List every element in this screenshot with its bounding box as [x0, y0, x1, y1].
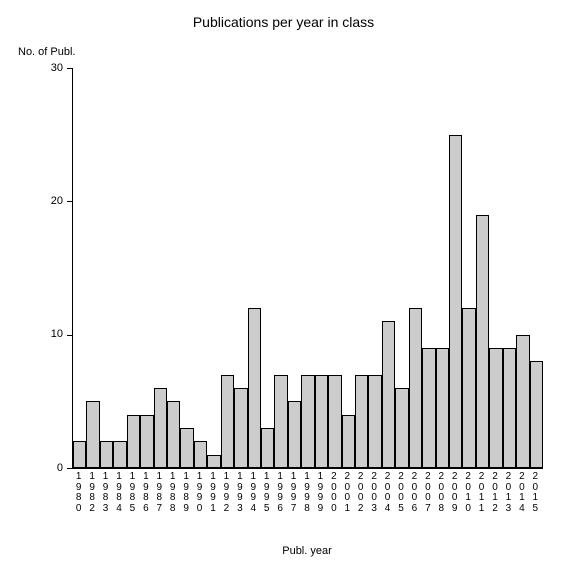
x-tick-label: 2000 [327, 472, 340, 514]
bar [355, 375, 368, 468]
bar [382, 321, 395, 468]
x-tick-label: 2006 [408, 472, 421, 514]
bar [342, 415, 355, 468]
x-tick-label: 1987 [153, 472, 166, 514]
x-tick-label: 1980 [72, 472, 85, 514]
x-tick-label: 1982 [85, 472, 98, 514]
x-tick-label: 2009 [448, 472, 461, 514]
bar [503, 348, 516, 468]
x-tick-label: 2011 [475, 472, 488, 514]
bar [436, 348, 449, 468]
y-tick [67, 68, 72, 69]
x-axis-label: Publ. year [72, 545, 542, 557]
bar [301, 375, 314, 468]
bar [516, 335, 529, 468]
y-tick [67, 468, 72, 469]
bar [368, 375, 381, 468]
x-tick-label: 2001 [341, 472, 354, 514]
x-tick-label: 2003 [367, 472, 380, 514]
x-tick-label: 2010 [461, 472, 474, 514]
x-tick-label: 1994 [247, 472, 260, 514]
x-tick-label: 2005 [394, 472, 407, 514]
x-tick-label: 1983 [99, 472, 112, 514]
x-tick-label: 1992 [220, 472, 233, 514]
x-tick-label: 1985 [126, 472, 139, 514]
bar [194, 441, 207, 468]
x-tick-label: 1998 [300, 472, 313, 514]
x-tick-label: 2012 [488, 472, 501, 514]
bar [530, 361, 543, 468]
y-tick-label: 10 [33, 328, 63, 340]
bar [248, 308, 261, 468]
bar [140, 415, 153, 468]
chart-canvas: Publications per year in class No. of Pu… [0, 0, 567, 567]
x-tick-label: 2013 [502, 472, 515, 514]
x-tick-label: 1991 [206, 472, 219, 514]
bar [113, 441, 126, 468]
x-tick-label: 1988 [166, 472, 179, 514]
bar [449, 135, 462, 468]
bar [73, 441, 86, 468]
y-tick [67, 335, 72, 336]
x-tick-label: 1984 [112, 472, 125, 514]
bar [395, 388, 408, 468]
y-tick [67, 201, 72, 202]
bar [167, 401, 180, 468]
x-tick-label: 2008 [435, 472, 448, 514]
bar [462, 308, 475, 468]
bar [489, 348, 502, 468]
y-axis-label: No. of Publ. [18, 46, 75, 58]
x-tick-label: 2004 [381, 472, 394, 514]
bar [422, 348, 435, 468]
bar [476, 215, 489, 468]
bar [127, 415, 140, 468]
x-tick-label: 1997 [287, 472, 300, 514]
bar [234, 388, 247, 468]
y-tick-label: 0 [33, 462, 63, 474]
x-tick-label: 2014 [515, 472, 528, 514]
x-tick-label: 2015 [529, 472, 542, 514]
y-tick-label: 20 [33, 195, 63, 207]
x-tick-label: 1995 [260, 472, 273, 514]
x-tick-label: 1990 [193, 472, 206, 514]
bar [328, 375, 341, 468]
y-tick-label: 30 [33, 62, 63, 74]
bar [180, 428, 193, 468]
bar [274, 375, 287, 468]
x-tick-label: 1996 [273, 472, 286, 514]
x-tick-label: 1999 [314, 472, 327, 514]
bar [100, 441, 113, 468]
x-tick-label: 2007 [421, 472, 434, 514]
x-tick-label: 1993 [233, 472, 246, 514]
x-tick-label: 1986 [139, 472, 152, 514]
bar [207, 455, 220, 468]
bar [288, 401, 301, 468]
bar [261, 428, 274, 468]
chart-title: Publications per year in class [0, 14, 567, 30]
x-tick-label: 2002 [354, 472, 367, 514]
bar [409, 308, 422, 468]
bar [221, 375, 234, 468]
bar [86, 401, 99, 468]
bar [315, 375, 328, 468]
bar [154, 388, 167, 468]
x-tick-label: 1989 [179, 472, 192, 514]
plot-area [72, 68, 543, 469]
